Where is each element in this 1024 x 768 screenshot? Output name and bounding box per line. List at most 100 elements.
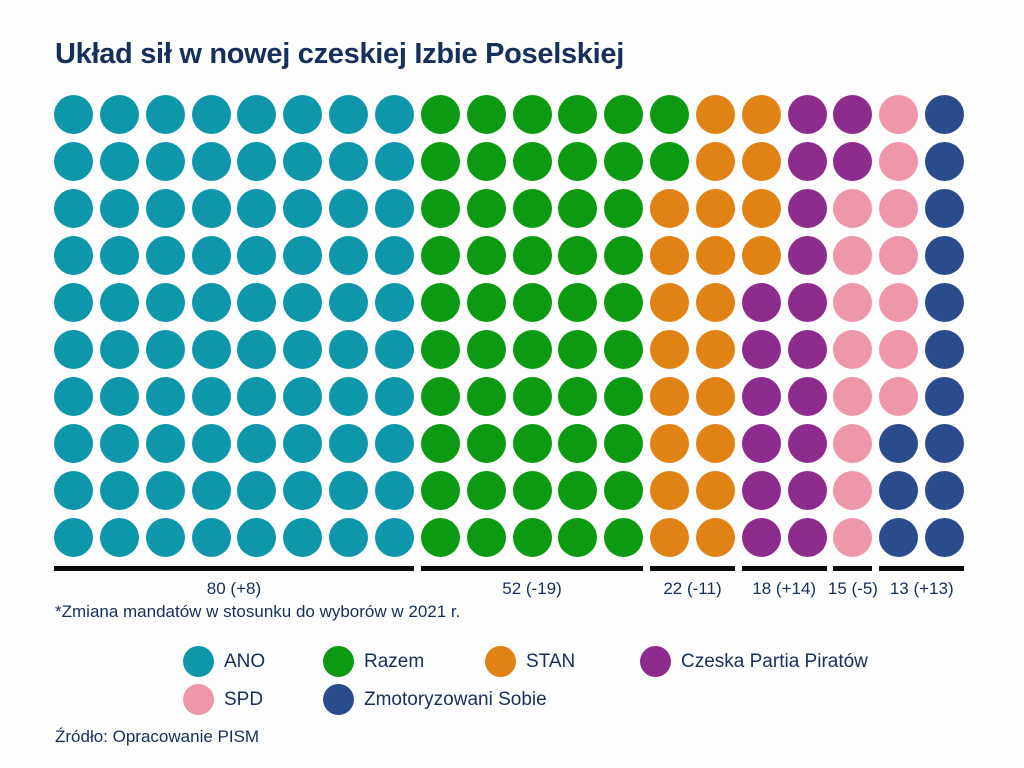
seat-dot-ano [329, 95, 369, 134]
bracket-czeska-partia-pirat-w [741, 566, 827, 571]
seat-dot-ano [237, 95, 277, 134]
seat-dot-zmotoryzowani-sobie [879, 424, 919, 464]
seat-dot-czeska-partia-pirat-w [787, 471, 827, 511]
legend-swatch-czeska-partia-pirat-w [640, 646, 671, 677]
seat-dot-razem [512, 95, 552, 134]
seat-dot-ano [374, 236, 414, 276]
seat-dot-ano [374, 95, 414, 134]
seat-dot-czeska-partia-pirat-w [741, 330, 781, 370]
seat-dot-razem [466, 95, 506, 134]
seat-count-label-razem: 52 (-19) [502, 579, 562, 598]
seat-dot-razem [420, 471, 460, 511]
seat-dot-ano [329, 424, 369, 464]
seat-dot-ano [191, 283, 231, 323]
seat-dot-zmotoryzowani-sobie [879, 518, 919, 558]
legend-swatch-razem [323, 646, 354, 677]
seat-dot-stan [695, 330, 735, 370]
seat-dot-stan [741, 189, 781, 229]
seat-dot-stan [695, 236, 735, 276]
bracket-stan [650, 566, 735, 571]
seat-dot-ano [191, 471, 231, 511]
seat-dot-stan [650, 236, 690, 276]
seat-dot-razem [650, 142, 690, 182]
seat-dot-razem [512, 518, 552, 558]
seat-dot-stan [650, 189, 690, 229]
legend-item-stan: STAN [485, 646, 575, 677]
seat-dot-razem [420, 236, 460, 276]
seat-dot-czeska-partia-pirat-w [787, 283, 827, 323]
seat-dot-razem [512, 330, 552, 370]
seat-count-label-zmotoryzowani-sobie: 13 (+13) [889, 579, 954, 598]
seat-dot-czeska-partia-pirat-w [833, 142, 873, 182]
seat-dot-spd [833, 330, 873, 370]
seat-dot-ano [191, 518, 231, 558]
seat-dot-razem [420, 142, 460, 182]
seat-dot-razem [466, 377, 506, 417]
seat-dot-razem [558, 236, 598, 276]
legend-label-razem: Razem [364, 650, 425, 672]
seat-count-label-ano: 80 (+8) [206, 579, 262, 598]
seat-dot-spd [879, 330, 919, 370]
seat-dot-czeska-partia-pirat-w [787, 377, 827, 417]
seat-dot-ano [283, 330, 323, 370]
seat-dot-ano [237, 142, 277, 182]
seat-dot-ano [54, 377, 93, 417]
seat-dot-czeska-partia-pirat-w [787, 518, 827, 558]
seat-dot-czeska-partia-pirat-w [787, 142, 827, 182]
seat-count-label-spd: 15 (-5) [827, 579, 878, 598]
seat-dot-ano [237, 283, 277, 323]
seat-dot-razem [558, 518, 598, 558]
seat-dot-ano [374, 189, 414, 229]
bracket-spd [833, 566, 873, 571]
seat-dot-stan [695, 283, 735, 323]
seat-dot-ano [99, 283, 139, 323]
seat-dot-razem [512, 283, 552, 323]
seat-dot-zmotoryzowani-sobie [925, 95, 965, 134]
seat-dot-ano [54, 142, 93, 182]
source-note: Źródło: Opracowanie PISM [55, 727, 260, 746]
seat-dot-ano [191, 95, 231, 134]
seat-dot-ano [374, 424, 414, 464]
seat-dot-razem [420, 377, 460, 417]
seat-dot-zmotoryzowani-sobie [925, 471, 965, 511]
seat-dot-razem [604, 424, 644, 464]
seat-dot-ano [191, 330, 231, 370]
seat-dot-ano [374, 471, 414, 511]
seat-dot-ano [237, 236, 277, 276]
seat-dot-ano [145, 424, 185, 464]
seat-dot-razem [604, 330, 644, 370]
seat-dot-zmotoryzowani-sobie [925, 283, 965, 323]
seat-dot-ano [191, 142, 231, 182]
legend-item-razem: Razem [323, 646, 424, 677]
seat-dot-stan [741, 236, 781, 276]
seat-dot-czeska-partia-pirat-w [787, 95, 827, 134]
legend-swatch-spd [183, 684, 214, 715]
seat-dot-ano [283, 95, 323, 134]
seat-dot-spd [833, 518, 873, 558]
legend-label-czeska-partia-pirat-w: Czeska Partia Piratów [681, 650, 868, 672]
legend-label-spd: SPD [224, 688, 264, 710]
seat-dot-ano [191, 377, 231, 417]
seat-dot-razem [512, 424, 552, 464]
seat-dot-razem [466, 236, 506, 276]
seat-dot-ano [191, 189, 231, 229]
seat-dot-spd [879, 189, 919, 229]
seat-dot-razem [604, 236, 644, 276]
seat-dot-ano [374, 142, 414, 182]
seat-dot-ano [329, 283, 369, 323]
seat-dot-ano [237, 377, 277, 417]
legend-label-ano: ANO [224, 650, 266, 672]
seat-dot-ano [145, 283, 185, 323]
seat-dot-zmotoryzowani-sobie [925, 518, 965, 558]
seat-dot-razem [466, 471, 506, 511]
seat-dot-razem [604, 471, 644, 511]
legend-swatch-ano [183, 646, 214, 677]
seat-dot-razem [420, 518, 460, 558]
seat-dot-razem [512, 471, 552, 511]
bracket-zmotoryzowani-sobie [879, 566, 965, 571]
seat-dot-stan [695, 142, 735, 182]
seat-dot-stan [650, 518, 690, 558]
seat-dot-ano [54, 189, 93, 229]
seat-dot-ano [145, 330, 185, 370]
